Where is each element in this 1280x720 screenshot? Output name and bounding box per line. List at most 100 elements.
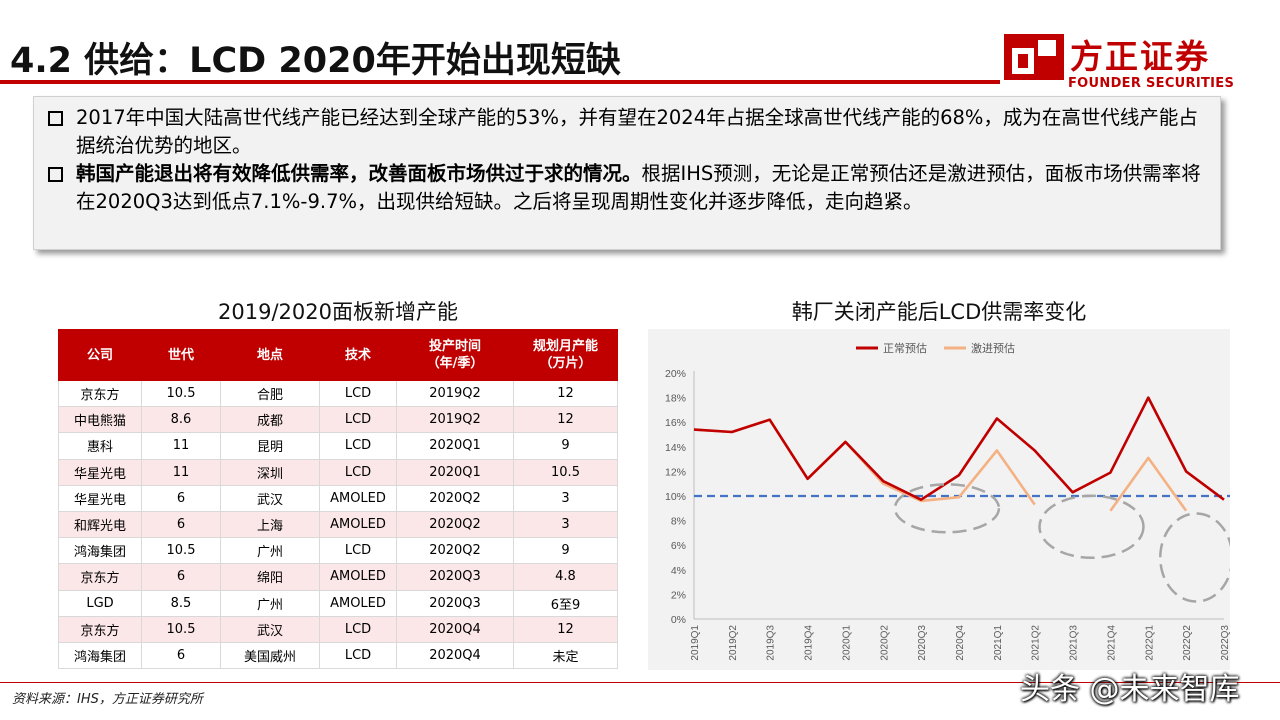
table-cell: 京东方 xyxy=(58,563,142,591)
table-cell: 京东方 xyxy=(58,379,142,408)
y-tick-label: 6% xyxy=(671,540,686,552)
table-cell: 成都 xyxy=(220,406,320,434)
table-row: 京东方 10.5 武汉 LCD 2020Q4 12 xyxy=(58,615,618,643)
supply-demand-line-chart: 0% 2% 4% 6% 8% 10% 12% 14% 16% 18% 20% 2019Q1 2019Q2… xyxy=(665,341,1234,661)
col-header: 技术 xyxy=(319,329,397,381)
highlight-ellipse xyxy=(1038,494,1145,559)
table-cell: 绵阳 xyxy=(220,563,320,591)
x-tick-label: 2021Q4 xyxy=(1106,625,1117,661)
table-cell: AMOLED xyxy=(319,484,397,512)
table-cell: 惠科 xyxy=(58,432,142,460)
table-cell: 11 xyxy=(141,432,221,460)
col-header: 世代 xyxy=(141,329,221,381)
table-cell: LCD xyxy=(319,406,397,434)
table-cell: 6 xyxy=(141,484,221,512)
table-cell: 华星光电 xyxy=(58,484,142,512)
table-cell: 华星光电 xyxy=(58,458,142,486)
table-cell: 2020Q2 xyxy=(396,484,514,512)
table-cell: 8.5 xyxy=(141,589,221,617)
table-cell: LCD xyxy=(319,641,397,670)
table-cell: AMOLED xyxy=(319,563,397,591)
table-cell: LCD xyxy=(319,615,397,643)
square-bullet-icon xyxy=(48,167,63,182)
legend-label: 正常预估 xyxy=(883,342,927,355)
table-cell: 2020Q1 xyxy=(396,432,514,460)
x-tick-label: 2019Q2 xyxy=(728,625,739,661)
table-cell: 6 xyxy=(141,510,221,539)
table-row: 京东方 6 绵阳 AMOLED 2020Q3 4.8 xyxy=(58,563,618,591)
table-cell: 10.5 xyxy=(141,537,221,565)
y-tick-label: 8% xyxy=(671,516,686,528)
y-tick-label: 18% xyxy=(665,393,686,405)
table-cell: 2019Q2 xyxy=(396,379,514,408)
chart-panel: 0% 2% 4% 6% 8% 10% 12% 14% 16% 18% 20% 2019Q1 2019Q2… xyxy=(648,329,1234,670)
x-tick-label: 2020Q1 xyxy=(841,625,852,661)
y-tick-label: 12% xyxy=(665,466,686,478)
table-cell: 2020Q1 xyxy=(396,458,514,486)
square-bullet-icon xyxy=(48,111,63,126)
table-header-row: 公司 世代 地点 技术 投产时间 （年/季） 规划月产能 （万片） xyxy=(58,329,618,381)
highlight-ellipse xyxy=(893,483,1001,534)
table-cell: 6 xyxy=(141,563,221,591)
table-cell: 2020Q3 xyxy=(396,589,514,617)
table-row: 惠科 11 昆明 LCD 2020Q1 9 xyxy=(58,432,618,460)
table-cell: LGD xyxy=(58,589,142,617)
x-tick-label: 2020Q4 xyxy=(955,625,966,661)
table-cell: 武汉 xyxy=(220,615,320,643)
y-tick-label: 4% xyxy=(671,565,686,577)
table-cell: 10.5 xyxy=(141,379,221,408)
table-row: 华星光电 6 武汉 AMOLED 2020Q2 3 xyxy=(58,484,618,512)
table-cell: 2020Q3 xyxy=(396,563,514,591)
col-header: 规划月产能 （万片） xyxy=(513,329,618,381)
y-tick-label: 10% xyxy=(665,491,686,503)
table-cell: 6 xyxy=(141,641,221,670)
table-cell: 11 xyxy=(141,458,221,486)
table-cell: AMOLED xyxy=(319,510,397,539)
x-tick-label: 2019Q1 xyxy=(690,625,701,661)
capacity-table: 公司 世代 地点 技术 投产时间 （年/季） 规划月产能 （万片） 京东方 10.… xyxy=(58,329,618,670)
table-cell: 2020Q4 xyxy=(396,615,514,643)
x-tick-label: 2022Q1 xyxy=(1144,625,1155,661)
y-tick-label: 14% xyxy=(665,442,686,454)
table-cell: 3 xyxy=(513,510,618,539)
table-cell: 和辉光电 xyxy=(58,510,142,539)
table-cell: 10.5 xyxy=(141,615,221,643)
col-header: 公司 xyxy=(58,329,142,381)
founder-logo-icon xyxy=(1004,34,1064,80)
y-tick-label: 2% xyxy=(671,589,686,601)
table-cell: 合肥 xyxy=(220,379,320,408)
table-cell: LCD xyxy=(319,379,397,408)
x-tick-label: 2022Q3 xyxy=(1220,625,1230,661)
table-row: 华星光电 11 深圳 LCD 2020Q1 10.5 xyxy=(58,458,618,486)
bullet-text: 韩国产能退出将有效降低供需率，改善面板市场供过于求的情况。根据IHS预测，无论是… xyxy=(76,162,1201,213)
table-cell: 广州 xyxy=(220,589,320,617)
table-cell: 10.5 xyxy=(513,458,618,486)
table-cell: 9 xyxy=(513,537,618,565)
table-cell: AMOLED xyxy=(319,589,397,617)
table-cell: LCD xyxy=(319,458,397,486)
table-cell: 上海 xyxy=(220,510,320,539)
y-tick-label: 0% xyxy=(671,614,686,626)
series-line-0 xyxy=(693,396,1225,501)
x-tick-label: 2019Q3 xyxy=(766,625,777,661)
table-cell: 3 xyxy=(513,484,618,512)
summary-box: 2017年中国大陆高世代线产能已经达到全球产能的53%，并有望在2024年占据全… xyxy=(33,96,1221,250)
x-tick-label: 2022Q2 xyxy=(1182,625,1193,661)
table-cell: 9 xyxy=(513,432,618,460)
chart-title: 韩厂关闭产能后LCD供需率变化 xyxy=(791,300,1087,324)
table-cell: 6至9 xyxy=(513,589,618,617)
table-cell: 京东方 xyxy=(58,615,142,643)
table-cell: 12 xyxy=(513,406,618,434)
table-cell: 深圳 xyxy=(220,458,320,486)
logo-name-cn: 方正证券 xyxy=(1070,37,1210,76)
col-header: 投产时间 （年/季） xyxy=(396,329,514,381)
table-title: 2019/2020面板新增产能 xyxy=(218,300,458,324)
table-row: 和辉光电 6 上海 AMOLED 2020Q2 3 xyxy=(58,510,618,539)
table-row: 中电熊猫 8.6 成都 LCD 2019Q2 12 xyxy=(58,406,618,434)
x-tick-label: 2020Q3 xyxy=(917,625,928,661)
table-cell: 2019Q2 xyxy=(396,406,514,434)
footer-rule xyxy=(0,682,1280,683)
logo-name-en: FOUNDER SECURITIES xyxy=(1068,76,1235,91)
x-tick-label: 2020Q2 xyxy=(879,625,890,661)
table-cell: 未定 xyxy=(513,641,618,670)
